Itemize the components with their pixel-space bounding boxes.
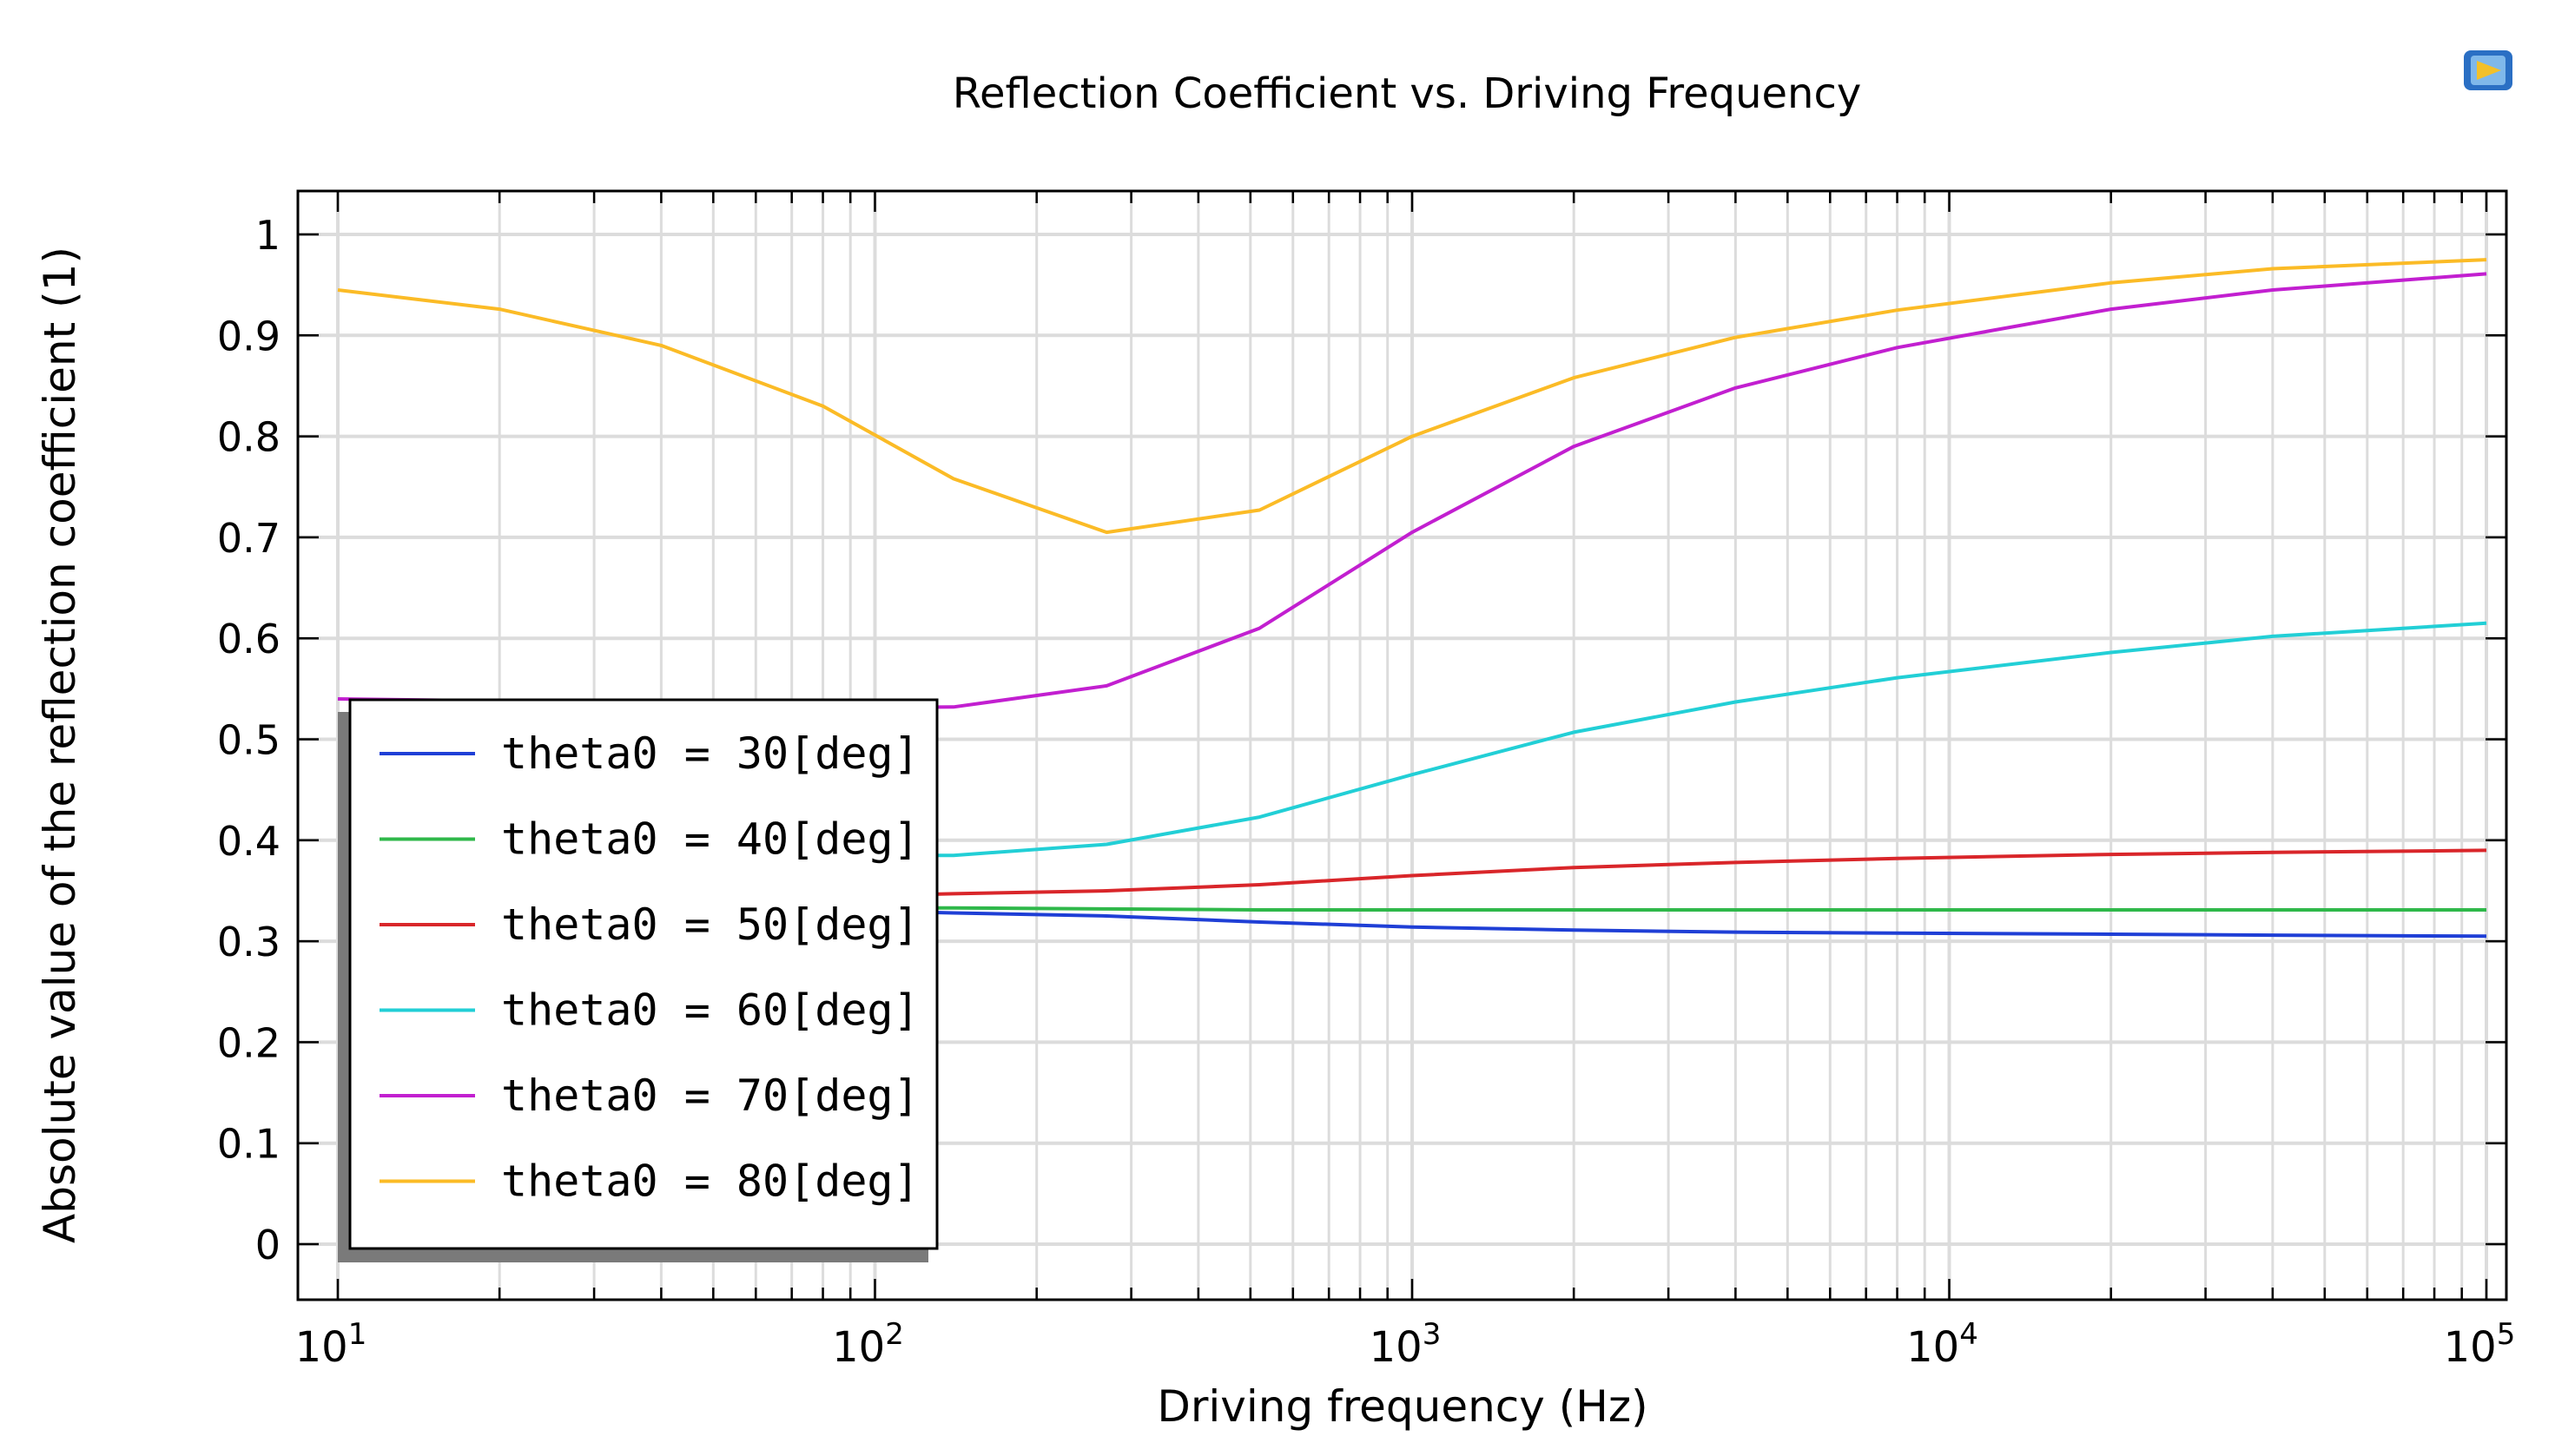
legend-label: theta0 = 70[deg] (501, 1071, 920, 1121)
legend-items: theta0 = 30[deg] theta0 = 40[deg] theta0 =… (380, 728, 920, 1207)
chart-title: Reflection Coefficient vs. Driving Frequ… (953, 69, 1861, 118)
legend-label: theta0 = 60[deg] (501, 985, 920, 1036)
x-tick-labels: 101 102 103 104 105 (295, 1317, 2516, 1372)
y-tick-label: 0.1 (217, 1121, 281, 1168)
y-tick-label: 0.7 (217, 515, 281, 562)
plot-frame (296, 189, 2508, 1301)
x-tick-label: 104 (1906, 1317, 1978, 1372)
legend-label: theta0 = 30[deg] (501, 728, 920, 779)
y-tick-label: 0.9 (217, 313, 281, 359)
x-tick-label: 101 (295, 1317, 367, 1372)
x-tick-label: 102 (832, 1317, 904, 1372)
y-tick-label: 0.3 (217, 919, 281, 965)
legend-label: theta0 = 40[deg] (501, 814, 920, 865)
y-tick-label: 1 (255, 212, 281, 259)
legend-box (348, 698, 939, 1250)
axis-ticks (298, 191, 2506, 1300)
y-axis-label: Absolute value of the reflection coeffic… (35, 247, 85, 1243)
series-line (337, 258, 2487, 535)
x-tick-label: 103 (1370, 1317, 1442, 1372)
x-tick-label: 105 (2444, 1317, 2516, 1372)
legend-label: theta0 = 80[deg] (501, 1156, 920, 1207)
legend-label: theta0 = 50[deg] (501, 899, 920, 950)
comsol-logo-icon (2464, 50, 2512, 90)
y-tick-labels: 0 0.1 0.2 0.3 0.4 0.5 0.6 0.7 0.8 0.9 1 (217, 212, 281, 1268)
y-tick-label: 0.4 (217, 818, 281, 865)
x-axis-label: Driving frequency (Hz) (1157, 1381, 1647, 1432)
y-tick-label: 0 (255, 1222, 281, 1268)
y-tick-label: 0.5 (217, 717, 281, 764)
y-tick-label: 0.2 (217, 1019, 281, 1066)
legend: theta0 = 30[deg] theta0 = 40[deg] theta0 =… (338, 698, 939, 1262)
y-tick-label: 0.6 (217, 616, 281, 662)
y-tick-label: 0.8 (217, 414, 281, 461)
